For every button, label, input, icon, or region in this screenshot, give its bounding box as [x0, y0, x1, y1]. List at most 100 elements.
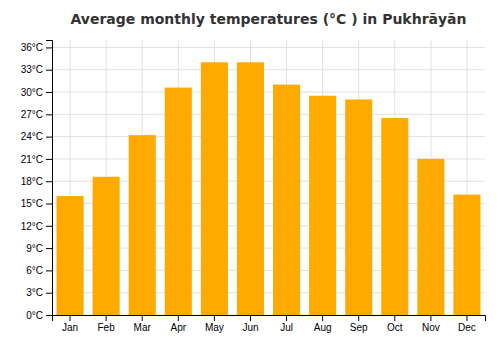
chart-container: 0°C 3°C 6°C 9°C 12°C 15°C 18°C 21°C 24°C 27°C 30°C…	[0, 0, 500, 350]
y-tick: 33°C	[21, 64, 52, 75]
x-tick-label: Apr	[171, 322, 187, 333]
y-tick-mark	[46, 181, 52, 182]
y-tick-label: 27°C	[21, 109, 43, 120]
x-axis: Jan Feb Mar Apr May Jun Jul Aug Sep Oct Nov Dec	[53, 315, 486, 333]
y-tick-label: 24°C	[21, 131, 43, 142]
x-tick: Jan	[62, 315, 78, 333]
x-tick: Jul	[280, 315, 293, 333]
x-tick-mark	[106, 315, 107, 321]
y-tick: 3°C	[26, 287, 52, 298]
y-tick-label: 33°C	[21, 64, 43, 75]
x-tick-mark	[178, 315, 179, 321]
x-tick-label: Oct	[387, 322, 403, 333]
x-tick-label: Jun	[242, 322, 258, 333]
y-tick-mark	[46, 315, 52, 316]
bar	[201, 62, 228, 315]
y-tick-label: 3°C	[26, 287, 43, 298]
y-grid-line	[52, 136, 485, 137]
y-tick: 36°C	[21, 42, 52, 53]
x-tick: Apr	[171, 315, 187, 333]
y-tick: 12°C	[21, 221, 52, 232]
y-tick-mark	[46, 114, 52, 115]
chart-title: Average monthly temperatures (°C ) in Pu…	[70, 11, 466, 27]
grid	[52, 40, 485, 315]
bar	[165, 88, 192, 315]
x-tick: Dec	[458, 315, 476, 333]
x-tick-mark	[358, 315, 359, 321]
x-tick-label: Nov	[422, 322, 440, 333]
bars	[57, 62, 481, 315]
y-tick-mark	[46, 270, 52, 271]
y-grid-line	[52, 69, 485, 70]
y-tick: 24°C	[21, 131, 52, 142]
y-axis: 0°C 3°C 6°C 9°C 12°C 15°C 18°C 21°C 24°C 27°C 30°C…	[21, 41, 53, 321]
y-tick-mark	[46, 293, 52, 294]
bar	[309, 96, 336, 315]
x-tick: Oct	[387, 315, 403, 333]
y-tick: 6°C	[26, 265, 52, 276]
x-tick: Aug	[314, 315, 332, 333]
x-tick-label: May	[205, 322, 224, 333]
y-grid-line	[52, 47, 485, 48]
x-tick: Jun	[242, 315, 258, 333]
x-tick-mark	[70, 315, 71, 321]
bar	[93, 177, 120, 315]
y-tick: 21°C	[21, 154, 52, 165]
bar	[381, 118, 408, 315]
x-tick-label: Sep	[350, 322, 368, 333]
x-tick: Feb	[98, 315, 116, 333]
bar	[453, 195, 480, 315]
y-tick: 9°C	[26, 243, 52, 254]
y-tick-label: 15°C	[21, 198, 43, 209]
y-axis-line	[46, 41, 53, 316]
chart-svg: 0°C 3°C 6°C 9°C 12°C 15°C 18°C 21°C 24°C 27°C 30°C…	[0, 0, 500, 350]
x-tick-mark	[286, 315, 287, 321]
x-tick-mark	[214, 315, 215, 321]
x-tick: May	[205, 315, 224, 333]
y-tick-label: 6°C	[26, 265, 43, 276]
bar	[129, 135, 156, 315]
y-tick-mark	[46, 92, 52, 93]
bar	[273, 85, 300, 315]
y-tick: 30°C	[21, 87, 52, 98]
y-tick-mark	[46, 70, 52, 71]
x-tick: Sep	[350, 315, 368, 333]
x-tick-mark	[466, 315, 467, 321]
y-tick-mark	[46, 226, 52, 227]
x-tick-label: Feb	[98, 322, 116, 333]
y-tick-label: 36°C	[21, 42, 43, 53]
x-tick-label: Jan	[62, 322, 78, 333]
bar	[237, 62, 264, 315]
x-tick-mark	[322, 315, 323, 321]
x-tick-mark	[142, 315, 143, 321]
x-tick: Mar	[134, 315, 152, 333]
y-tick-label: 30°C	[21, 87, 43, 98]
x-tick-label: Jul	[280, 322, 293, 333]
y-tick: 0°C	[26, 310, 52, 321]
x-tick-mark	[430, 315, 431, 321]
y-tick-mark	[46, 248, 52, 249]
x-tick-mark	[250, 315, 251, 321]
y-tick: 27°C	[21, 109, 52, 120]
plot-area: 0°C 3°C 6°C 9°C 12°C 15°C 18°C 21°C 24°C 27°C 30°C…	[21, 40, 486, 333]
y-grid-line	[52, 92, 485, 93]
y-tick-mark	[46, 137, 52, 138]
y-tick-mark	[46, 159, 52, 160]
y-grid-line	[52, 114, 485, 115]
y-tick: 18°C	[21, 176, 52, 187]
bar	[417, 159, 444, 315]
y-tick: 15°C	[21, 198, 52, 209]
x-tick-label: Dec	[458, 322, 476, 333]
x-tick: Nov	[422, 315, 440, 333]
y-tick-label: 12°C	[21, 221, 43, 232]
y-tick-mark	[46, 204, 52, 205]
x-axis-line	[53, 316, 486, 322]
y-tick-label: 21°C	[21, 154, 43, 165]
bar	[345, 99, 372, 315]
x-tick-mark	[394, 315, 395, 321]
y-tick-label: 9°C	[26, 243, 43, 254]
x-tick-label: Mar	[134, 322, 152, 333]
x-tick-label: Aug	[314, 322, 332, 333]
bar	[57, 196, 84, 315]
y-tick-label: 18°C	[21, 176, 43, 187]
